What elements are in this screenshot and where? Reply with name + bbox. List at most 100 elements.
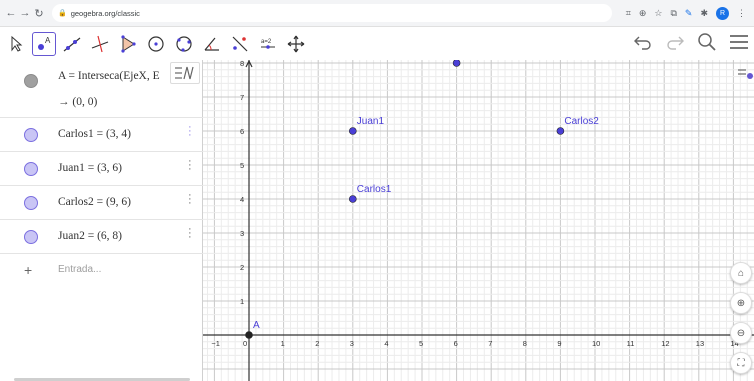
extension-icon[interactable]: ⧉	[670, 7, 677, 18]
y-tick-label: 6	[240, 127, 244, 136]
algebra-row-juan2[interactable]: Juan2 = (6, 8) · · ·	[0, 220, 203, 254]
forward-arrow-icon[interactable]: →	[19, 7, 31, 19]
plus-icon[interactable]: +	[24, 262, 33, 278]
point-tool-icon[interactable]: A	[32, 31, 56, 56]
y-tick-label: 7	[240, 93, 244, 102]
x-tick-label: 8	[523, 339, 527, 348]
graphics-view[interactable]: −1 0 1 2 3 4 5 6 7 8 9 10 11 12 13 14 1 2 3 4 5 6 7 8 A Carlos1 Ju…	[203, 60, 754, 381]
coordinate-grid[interactable]: −1 0 1 2 3 4 5 6 7 8 9 10 11 12 13 1412345678ACarlos1Ju…	[203, 60, 754, 381]
more-options-icon[interactable]: · · ·	[188, 189, 192, 209]
lock-icon: 🔒	[58, 10, 67, 17]
point-a	[245, 331, 253, 339]
point-juan2	[452, 60, 461, 67]
circle-tool-icon[interactable]	[144, 32, 168, 56]
point-juan1	[349, 127, 357, 135]
y-tick-label: 8	[240, 60, 244, 68]
fullscreen-icon[interactable]: ⛶	[730, 352, 752, 374]
x-tick-label: 12	[661, 339, 669, 348]
x-tick-label: 11	[627, 339, 635, 348]
point-label: Juan1	[357, 116, 385, 127]
x-tick-label: −1	[211, 339, 220, 348]
polygon-tool-icon[interactable]	[116, 32, 140, 56]
y-axis-arrow	[245, 60, 253, 68]
visibility-toggle[interactable]	[24, 162, 38, 176]
more-options-icon[interactable]: · · ·	[188, 155, 192, 175]
visibility-toggle[interactable]	[24, 74, 38, 88]
move-view-tool-icon[interactable]	[284, 32, 308, 56]
x-tick-label: 0	[243, 339, 247, 348]
url-text: geogebra.org/classic	[70, 8, 140, 18]
algebra-row-text: A = Interseca(EjeX, E	[58, 70, 160, 82]
x-tick-label: 7	[488, 339, 492, 348]
more-options-icon[interactable]: · · ·	[188, 121, 192, 141]
y-tick-label: 3	[240, 229, 244, 238]
home-icon[interactable]: ⌂	[730, 262, 752, 284]
algebra-input-row[interactable]: + Entrada...	[0, 254, 203, 288]
line-tool-icon[interactable]	[60, 32, 84, 56]
angle-tool-icon[interactable]	[200, 32, 224, 56]
svg-text:A: A	[45, 36, 51, 45]
puzzle-icon[interactable]: ✱	[700, 7, 708, 18]
move-tool-icon[interactable]	[4, 32, 28, 56]
star-icon[interactable]: ☆	[654, 7, 663, 18]
x-tick-label: 5	[419, 339, 423, 348]
reload-icon[interactable]: ↻	[34, 7, 44, 20]
perpendicular-tool-icon[interactable]	[88, 32, 112, 56]
back-arrow-icon[interactable]: ←	[5, 7, 17, 19]
algebra-row-carlos1[interactable]: Carlos1 = (3, 4) · · ·	[0, 118, 203, 152]
ggb-toolbar: A a=2	[0, 27, 754, 60]
algebra-row-text: Juan2 = (6, 8)	[58, 230, 122, 242]
algebra-row-value: → (0, 0)	[58, 96, 98, 108]
scrollbar[interactable]	[14, 378, 190, 381]
circle-three-points-tool-icon[interactable]	[172, 32, 196, 56]
address-bar[interactable]: 🔒 geogebra.org/classic	[52, 4, 612, 22]
point-label: Carlos1	[357, 184, 392, 195]
algebra-style-bar-icon[interactable]	[170, 62, 200, 84]
point-carlos1	[349, 195, 357, 203]
zoom-in-icon[interactable]: ⊕	[730, 292, 752, 314]
x-tick-label: 13	[696, 339, 704, 348]
profile-avatar[interactable]: R	[716, 6, 729, 20]
browser-bar: ← → ↻ 🔒 geogebra.org/classic ⌗ ⊕ ☆ ⧉ ✎ ✱…	[0, 0, 754, 27]
qr-icon[interactable]: ⌗	[625, 7, 631, 18]
menu-dots-icon[interactable]: ⋮	[737, 7, 746, 18]
visibility-toggle[interactable]	[24, 128, 38, 142]
visibility-toggle[interactable]	[24, 196, 38, 210]
x-tick-label: 9	[557, 339, 561, 348]
algebra-row-a[interactable]: A = Interseca(EjeX, E → (0, 0)	[0, 60, 203, 118]
y-tick-label: 4	[240, 195, 244, 204]
svg-text:a=2: a=2	[261, 39, 272, 45]
y-tick-label: 1	[240, 297, 244, 306]
x-tick-label: 10	[592, 339, 600, 348]
y-tick-label: 5	[240, 161, 244, 170]
x-tick-label: 4	[384, 339, 388, 348]
zoom-out-icon[interactable]: ⊖	[730, 322, 752, 344]
algebra-row-text: Carlos1 = (3, 4)	[58, 128, 131, 140]
redo-icon[interactable]	[664, 31, 686, 58]
search-icon[interactable]	[696, 31, 718, 58]
x-tick-label: 6	[454, 339, 458, 348]
point-carlos2	[556, 127, 565, 135]
x-tick-label: 14	[730, 339, 738, 348]
algebra-row-text: Carlos2 = (9, 6)	[58, 196, 131, 208]
algebra-row-juan1[interactable]: Juan1 = (3, 6) · · ·	[0, 152, 203, 186]
point-label: Carlos2	[564, 116, 599, 127]
pen-icon[interactable]: ✎	[684, 7, 693, 18]
algebra-view: A = Interseca(EjeX, E → (0, 0) Carlos1 =…	[0, 60, 203, 381]
undo-icon[interactable]	[632, 31, 654, 58]
reflect-tool-icon[interactable]	[228, 32, 252, 56]
graphics-style-bar-icon[interactable]	[736, 66, 754, 84]
zoom-icon[interactable]: ⊕	[638, 7, 647, 18]
algebra-input[interactable]: Entrada...	[58, 264, 102, 275]
x-tick-label: 2	[315, 339, 319, 348]
x-tick-label: 3	[350, 339, 354, 348]
algebra-row-carlos2[interactable]: Carlos2 = (9, 6) · · ·	[0, 186, 203, 220]
x-tick-label: 1	[281, 339, 285, 348]
visibility-toggle[interactable]	[24, 230, 38, 244]
slider-tool-icon[interactable]: a=2	[256, 32, 280, 56]
more-options-icon[interactable]: · · ·	[188, 223, 192, 243]
y-tick-label: 2	[240, 263, 244, 272]
algebra-row-text: Juan1 = (3, 6)	[58, 162, 122, 174]
point-label: A	[253, 320, 260, 331]
hamburger-menu-icon[interactable]	[728, 31, 750, 58]
